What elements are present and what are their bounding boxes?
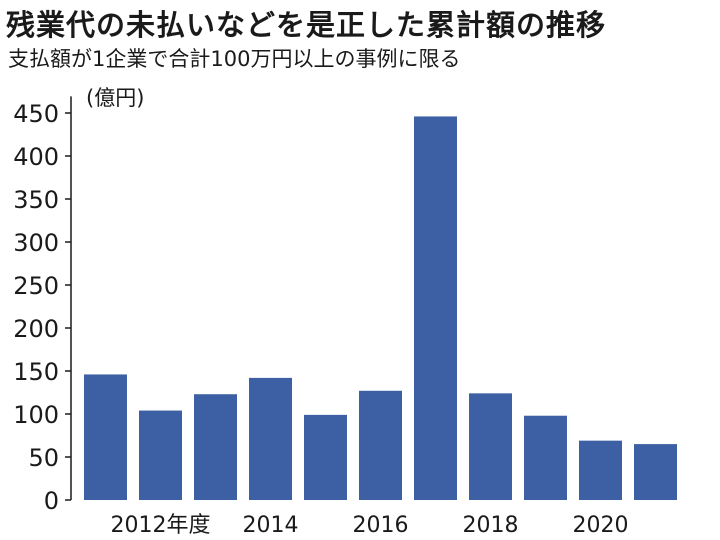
bar-2021 bbox=[634, 444, 677, 500]
x-tick-label: 2014 bbox=[243, 513, 299, 538]
y-tick-label: 450 bbox=[13, 100, 59, 128]
bar-2020 bbox=[579, 440, 622, 500]
x-tick-label: 2018 bbox=[463, 513, 519, 538]
x-tick-label: 2020 bbox=[573, 513, 629, 538]
y-tick-label: 300 bbox=[13, 229, 59, 257]
x-tick-label: 2016 bbox=[353, 513, 409, 538]
y-tick-label: 50 bbox=[28, 444, 59, 472]
y-tick-label: 200 bbox=[13, 315, 59, 343]
y-tick-label: 100 bbox=[13, 401, 59, 429]
y-tick-label: 400 bbox=[13, 143, 59, 171]
bar-2016 bbox=[359, 390, 402, 500]
y-axis-unit-label: (億円) bbox=[86, 86, 145, 110]
y-tick-label: 350 bbox=[13, 186, 59, 214]
bar-2013 bbox=[194, 394, 237, 500]
chart-subtitle: 支払額が1企業で合計100万円以上の事例に限る bbox=[8, 47, 461, 71]
bar-2015 bbox=[304, 414, 347, 500]
chart-title: 残業代の未払いなどを是正した累計額の推移 bbox=[6, 8, 607, 42]
bar-2012 bbox=[139, 410, 182, 500]
x-tick-label: 2012年度 bbox=[111, 513, 211, 538]
y-tick-label: 150 bbox=[13, 358, 59, 386]
bar-2018 bbox=[469, 393, 512, 500]
bar-2014 bbox=[249, 377, 292, 500]
bar-2017 bbox=[414, 116, 457, 500]
bar-2011 bbox=[84, 374, 127, 500]
bar-2019 bbox=[524, 415, 567, 500]
y-tick-label: 250 bbox=[13, 272, 59, 300]
y-tick-label: 0 bbox=[44, 487, 59, 515]
